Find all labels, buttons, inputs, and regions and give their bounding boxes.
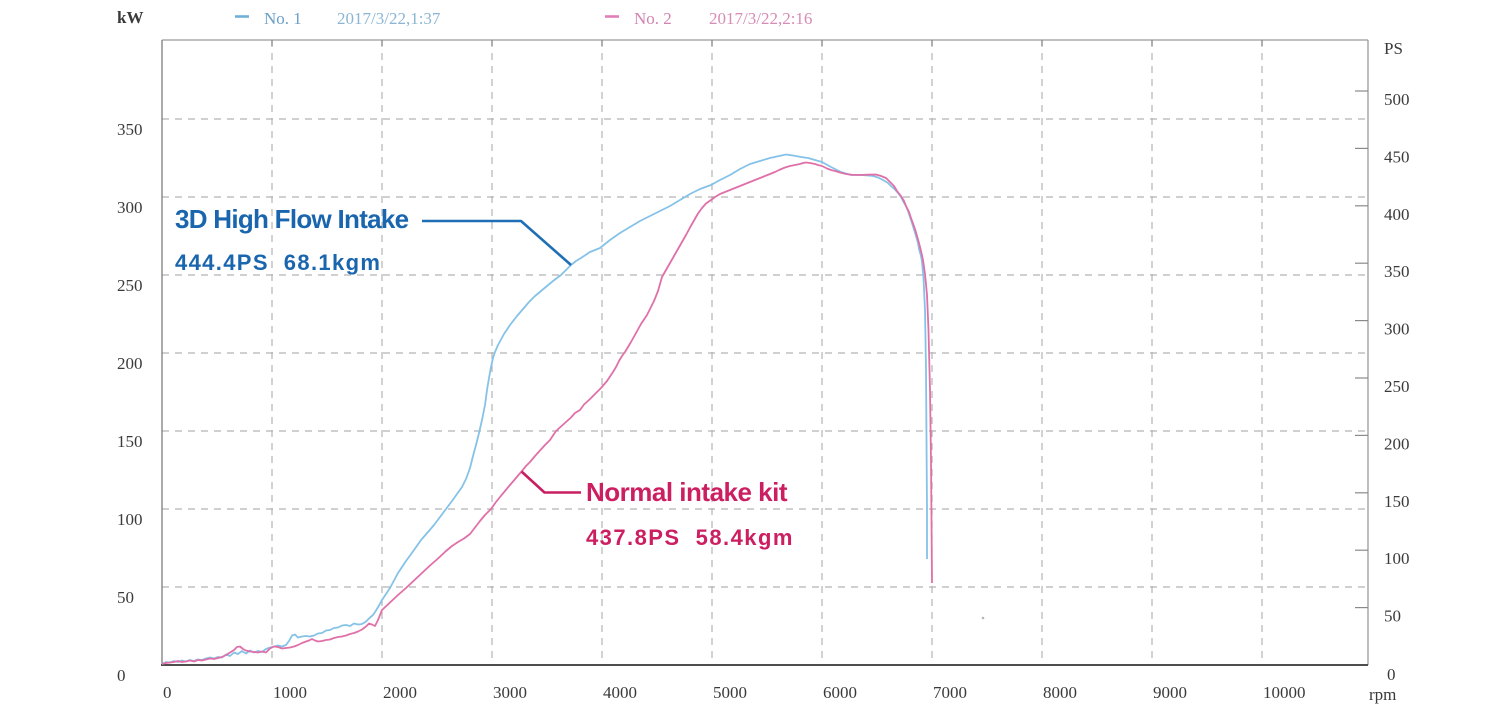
svg-text:350: 350	[1384, 262, 1410, 281]
svg-text:300: 300	[117, 198, 143, 217]
svg-text:8000: 8000	[1043, 683, 1077, 702]
svg-text:5000: 5000	[713, 683, 747, 702]
svg-text:500: 500	[1384, 90, 1410, 109]
svg-text:0: 0	[163, 683, 172, 702]
svg-text:6000: 6000	[823, 683, 857, 702]
svg-text:437.8PS 58.4kgm: 437.8PS 58.4kgm	[586, 525, 794, 550]
svg-text:200: 200	[117, 354, 143, 373]
svg-text:7000: 7000	[933, 683, 967, 702]
svg-text:9000: 9000	[1153, 683, 1187, 702]
svg-text:150: 150	[117, 432, 143, 451]
svg-text:250: 250	[1384, 377, 1410, 396]
svg-text:No. 1: No. 1	[264, 9, 302, 28]
svg-text:200: 200	[1384, 434, 1410, 453]
svg-text:10000: 10000	[1263, 683, 1306, 702]
svg-text:350: 350	[117, 120, 143, 139]
svg-text:0: 0	[1387, 665, 1396, 684]
svg-text:Normal intake kit: Normal intake kit	[586, 477, 788, 507]
svg-text:50: 50	[117, 588, 134, 607]
svg-text:1000: 1000	[273, 683, 307, 702]
svg-text:PS: PS	[1384, 39, 1403, 58]
svg-text:444.4PS 68.1kgm: 444.4PS 68.1kgm	[175, 250, 381, 275]
svg-text:150: 150	[1384, 492, 1410, 511]
svg-text:400: 400	[1384, 205, 1410, 224]
svg-text:50: 50	[1384, 607, 1401, 626]
svg-text:2017/3/22,2:16: 2017/3/22,2:16	[709, 9, 812, 28]
svg-text:rpm: rpm	[1369, 685, 1396, 704]
svg-text:0: 0	[117, 666, 126, 685]
svg-text:3000: 3000	[493, 683, 527, 702]
svg-text:250: 250	[117, 276, 143, 295]
svg-text:3D High Flow Intake: 3D High Flow Intake	[175, 204, 409, 234]
svg-text:300: 300	[1384, 320, 1410, 339]
svg-text:2000: 2000	[383, 683, 417, 702]
svg-text:100: 100	[1384, 549, 1410, 568]
svg-text:450: 450	[1384, 147, 1410, 166]
svg-text:4000: 4000	[603, 683, 637, 702]
svg-text:100: 100	[117, 510, 143, 529]
svg-text:No. 2: No. 2	[634, 9, 672, 28]
svg-text:2017/3/22,1:37: 2017/3/22,1:37	[337, 9, 441, 28]
svg-text:kW: kW	[117, 8, 143, 27]
